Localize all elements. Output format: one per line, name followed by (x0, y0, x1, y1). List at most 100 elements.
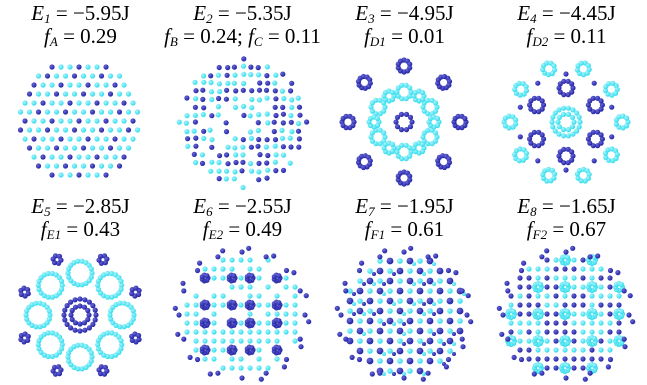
spin-dot-light (292, 320, 298, 326)
energy-label: E7 = −1.95J (324, 195, 485, 223)
spin-dot-light (193, 293, 199, 299)
spin-dot-light (569, 124, 576, 130)
spin-dot-dark (462, 115, 468, 122)
spin-dot-dark (395, 177, 401, 183)
spin-dot-dark (406, 297, 414, 305)
spin-dot-dark (406, 317, 414, 325)
spin-dot-light (265, 329, 271, 335)
spin-dot-light (62, 145, 69, 151)
energy-symbol: E (193, 194, 207, 218)
spin-dot-light (117, 324, 123, 330)
spin-dot-light (65, 270, 71, 276)
spin-dot-light (537, 308, 544, 315)
spin-dot-dark (223, 129, 230, 135)
spin-pattern (176, 56, 310, 190)
spin-dot-light (209, 159, 215, 165)
spin-dot-dark (225, 65, 231, 71)
spin-dot-dark (22, 118, 28, 124)
spin-dot-dark (590, 129, 596, 135)
spin-dot-light (571, 311, 577, 317)
spin-dot-light (565, 133, 571, 139)
energy-subscript: 8 (530, 204, 537, 219)
spin-dot-light (447, 348, 453, 354)
fraction-label: fF2 = 0.67 (486, 218, 647, 246)
spin-dot-dark (406, 277, 414, 285)
spin-dot-light (399, 82, 405, 88)
spin-dot-dark (50, 256, 56, 262)
spin-dot-dark (541, 102, 547, 108)
spin-dot-light (598, 266, 604, 272)
spin-dot-dark (376, 307, 384, 315)
spin-dot-light (402, 312, 406, 316)
spin-dot-light (289, 129, 295, 135)
spin-dot-light (447, 328, 453, 334)
spin-dot-dark (231, 273, 237, 279)
spin-dot-dark (297, 288, 303, 294)
spin-dot-light (591, 281, 598, 288)
spin-dot-light (62, 73, 69, 79)
spin-dot-dark (49, 172, 55, 178)
spin-dot-light (392, 322, 396, 326)
spin-dot-light (549, 119, 555, 125)
spin-dot-dark (199, 160, 206, 166)
spin-dot-light (59, 342, 65, 348)
spin-dot-dark (563, 167, 569, 173)
spin-dot-dark (265, 80, 271, 86)
spin-dot-dark (396, 327, 404, 335)
spin-dot-light (125, 109, 132, 115)
spin-dot-light (116, 73, 123, 79)
spin-dot-dark (442, 342, 446, 346)
spin-dot-dark (376, 327, 384, 335)
spin-dot-light (265, 338, 271, 344)
spin-dot-light (249, 96, 255, 103)
spin-dot-dark (223, 120, 229, 126)
spin-dot-dark (35, 163, 42, 169)
spin-dot-dark (446, 337, 454, 345)
spin-dot-dark (422, 282, 426, 286)
spin-dot-dark (406, 337, 414, 345)
spin-dot-light (560, 127, 567, 133)
fraction-symbol: f (164, 24, 170, 48)
spin-dot-light (58, 64, 64, 70)
fraction-symbol: f (364, 24, 370, 48)
spin-dot-light (79, 342, 85, 348)
spin-dot-dark (569, 81, 575, 87)
spin-dot-dark (129, 337, 135, 343)
spin-dot-light (565, 105, 571, 111)
spin-dot-dark (107, 145, 114, 151)
spin-dot-dark (97, 253, 104, 259)
spin-dot-light (571, 347, 577, 353)
spin-dot-light (279, 135, 286, 141)
spin-dot-light (397, 278, 403, 284)
energy-label: E3 = −4.95J (324, 2, 485, 30)
spin-dot-light (130, 308, 136, 314)
spin-dot-dark (526, 347, 532, 353)
spin-dot-light (556, 124, 563, 130)
spin-dot-light (352, 302, 356, 306)
spin-dot-light (403, 96, 409, 102)
spin-dot-dark (422, 302, 426, 306)
spin-dot-dark (302, 312, 308, 318)
spin-dot-dark (125, 127, 132, 133)
spin-dot-dark (426, 357, 434, 365)
spin-dot-dark (356, 287, 364, 295)
spin-dot-dark (404, 180, 411, 186)
spin-dot-dark (68, 312, 74, 318)
spin-dot-dark (544, 365, 550, 371)
spin-dot-light (107, 127, 114, 133)
spin-dot-light (367, 328, 373, 334)
spin-dot-light (113, 302, 119, 308)
spin-dot-light (109, 294, 115, 300)
spin-dot-light (283, 302, 289, 308)
spin-dot-light (545, 166, 552, 172)
spin-dot-light (238, 284, 244, 290)
spin-dot-dark (527, 102, 533, 108)
spin-dot-dark (273, 168, 279, 174)
spin-dot-light (292, 311, 298, 317)
state-panel: E1 = −5.95J fA = 0.29 (0, 0, 161, 192)
spin-dot-light (105, 294, 111, 300)
spin-dot-dark (216, 95, 222, 102)
spin-dot-dark (570, 245, 576, 251)
spin-dot-light (421, 108, 427, 114)
spin-dot-light (256, 329, 262, 335)
